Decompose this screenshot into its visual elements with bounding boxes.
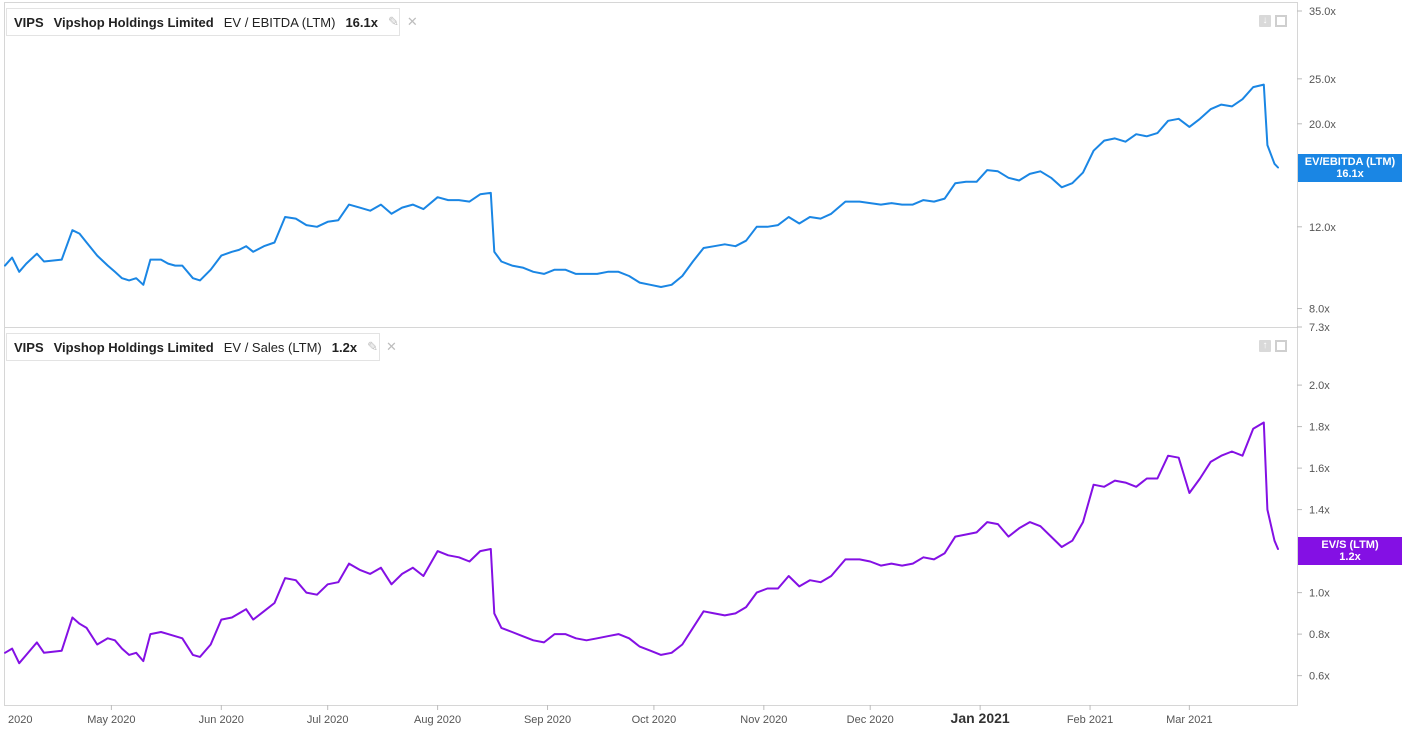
- series-line: [4, 421, 1279, 665]
- top-legend-ticker: VIPS: [14, 14, 44, 30]
- bottom-expand-icon[interactable]: [1275, 340, 1287, 352]
- x-tick-label: Nov 2020: [740, 714, 787, 726]
- top-expand-icon[interactable]: [1275, 15, 1287, 27]
- y-tick-label: 2.0x: [1309, 380, 1330, 392]
- x-tick-label: Jun 2020: [199, 714, 244, 726]
- x-tick-label: Jan 2021: [951, 710, 1010, 726]
- bottom-legend: VIPS Vipshop Holdings Limited EV / Sales…: [6, 333, 397, 361]
- x-tick-label: 2020: [8, 714, 32, 726]
- top-value-tag-value: 16.1x: [1336, 168, 1364, 180]
- top-legend-company: Vipshop Holdings Limited: [53, 14, 214, 30]
- bottom-legend-value: 1.2x: [331, 339, 358, 355]
- y-tick-label: 20.0x: [1309, 119, 1336, 131]
- x-tick-label: May 2020: [87, 714, 135, 726]
- bottom-value-tag-value: 1.2x: [1339, 551, 1361, 563]
- bottom-legend-metric: EV / Sales (LTM): [223, 339, 322, 355]
- top-legend-eraser-icon[interactable]: ✎: [388, 14, 399, 29]
- top-legend: VIPS Vipshop Holdings Limited EV / EBITD…: [6, 8, 418, 36]
- top-value-tag-label: EV/EBITDA (LTM): [1304, 156, 1396, 168]
- y-tick-label: 35.0x: [1309, 6, 1336, 18]
- y-tick-label: 8.0x: [1309, 304, 1330, 316]
- top-legend-value: 16.1x: [345, 14, 378, 30]
- chart-frame: [4, 2, 1298, 706]
- bottom-legend-close-icon[interactable]: ✕: [385, 339, 397, 354]
- y-tick-label: 0.6x: [1309, 671, 1330, 683]
- top-legend-close-icon[interactable]: ✕: [406, 14, 418, 29]
- x-tick-label: Feb 2021: [1067, 714, 1113, 726]
- x-tick-label: Dec 2020: [847, 714, 894, 726]
- y-tick-label: 1.4x: [1309, 505, 1330, 517]
- bottom-value-tag-label: EV/S (LTM): [1321, 539, 1379, 551]
- y-tick-label: 1.6x: [1309, 463, 1330, 475]
- top-legend-metric: EV / EBITDA (LTM): [223, 14, 336, 30]
- bottom-legend-company: Vipshop Holdings Limited: [53, 339, 214, 355]
- top-value-tag: EV/EBITDA (LTM) 16.1x: [1298, 154, 1402, 182]
- y-tick-label: 12.0x: [1309, 222, 1336, 234]
- bottom-legend-ticker: VIPS: [14, 339, 44, 355]
- y-tick-label: 7.3x: [1309, 322, 1330, 334]
- series-line: [4, 83, 1279, 288]
- x-tick-label: Jul 2020: [307, 714, 349, 726]
- top-download-icon[interactable]: ↓: [1259, 15, 1271, 27]
- top-corner-tools: ↓: [1259, 15, 1287, 27]
- bottom-upload-icon[interactable]: ↑: [1259, 340, 1271, 352]
- bottom-legend-eraser-icon[interactable]: ✎: [367, 339, 378, 354]
- x-tick-label: Oct 2020: [632, 714, 677, 726]
- y-tick-label: 1.0x: [1309, 588, 1330, 600]
- bottom-corner-tools: ↑: [1259, 340, 1287, 352]
- x-tick-label: Sep 2020: [524, 714, 571, 726]
- y-tick-label: 1.8x: [1309, 422, 1330, 434]
- x-tick-label: Mar 2021: [1166, 714, 1212, 726]
- bottom-value-tag: EV/S (LTM) 1.2x: [1298, 537, 1402, 565]
- x-tick-label: Aug 2020: [414, 714, 461, 726]
- y-tick-label: 25.0x: [1309, 74, 1336, 86]
- y-tick-label: 0.8x: [1309, 629, 1330, 641]
